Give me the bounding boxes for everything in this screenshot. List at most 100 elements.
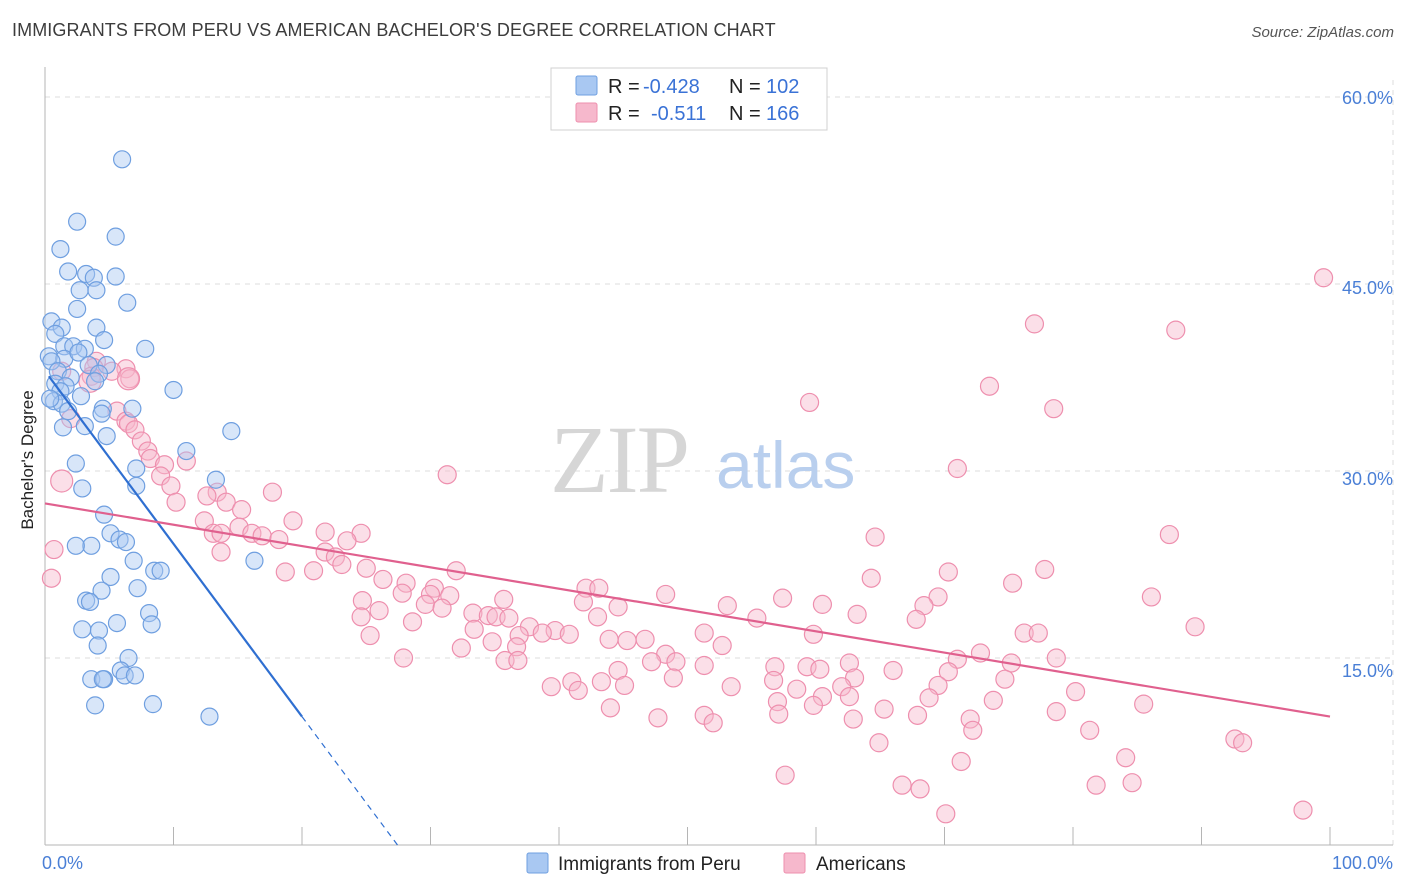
- americans-point: [508, 650, 528, 671]
- americans-point: [892, 775, 912, 795]
- peru-point: [68, 212, 87, 231]
- americans-point: [352, 591, 372, 611]
- americans-point: [211, 542, 231, 562]
- americans-point: [161, 476, 181, 496]
- americans-point: [482, 632, 502, 652]
- americans-point: [721, 677, 741, 697]
- americans-point: [869, 733, 889, 753]
- americans-point: [617, 630, 637, 651]
- series-label-peru: Immigrants from Peru: [558, 854, 741, 875]
- peru-point: [112, 150, 132, 169]
- americans-point: [573, 592, 594, 612]
- watermark-atlas: atlas: [716, 428, 855, 502]
- americans-point: [315, 522, 335, 542]
- americans-point: [591, 672, 612, 692]
- series-label-americans: Americans: [816, 854, 906, 875]
- peru-point: [71, 387, 91, 406]
- americans-point: [599, 629, 619, 649]
- legend-n-value: 102: [766, 76, 799, 98]
- peru-point: [97, 426, 116, 446]
- americans-point: [351, 607, 371, 627]
- peru-point: [93, 670, 112, 689]
- watermark: ZIP atlas: [550, 406, 855, 513]
- watermark-zip: ZIP: [550, 406, 688, 513]
- americans-point: [803, 695, 824, 715]
- americans-point: [787, 679, 807, 699]
- peru-point: [115, 666, 134, 685]
- y-tick-label: 45.0%: [1342, 278, 1393, 298]
- series-legend: Immigrants from Peru Americans: [526, 852, 906, 875]
- americans-point: [843, 709, 863, 729]
- americans-point: [1014, 623, 1034, 643]
- peru-point: [73, 620, 92, 639]
- americans-point: [614, 675, 635, 696]
- legend-r-label: R =: [608, 103, 640, 125]
- americans-point: [995, 669, 1015, 689]
- americans-point: [1046, 648, 1066, 668]
- americans-point: [775, 765, 795, 785]
- legend-n-label: N =: [729, 76, 761, 98]
- americans-point: [1028, 623, 1048, 643]
- americans-point: [635, 629, 655, 649]
- peru-point: [123, 399, 142, 418]
- americans-point: [1024, 314, 1045, 334]
- peru-point: [222, 422, 241, 441]
- americans-point: [799, 392, 820, 413]
- americans-point: [810, 659, 830, 679]
- americans-point: [541, 677, 561, 697]
- americans-point: [197, 486, 217, 506]
- americans-point: [765, 657, 785, 677]
- americans-point: [600, 698, 621, 718]
- peru-point: [68, 299, 87, 319]
- americans-point: [464, 619, 484, 639]
- americans-point: [568, 680, 588, 701]
- peru-point: [82, 536, 101, 555]
- peru-point: [118, 293, 137, 312]
- americans-point: [928, 587, 948, 607]
- peru-point: [95, 331, 114, 350]
- americans-point: [532, 623, 552, 643]
- americans-point: [275, 562, 295, 582]
- americans-point: [337, 531, 357, 551]
- peru-point: [66, 454, 85, 473]
- peru-point: [70, 281, 89, 300]
- peru-point: [86, 696, 105, 715]
- y-tick-labels: 15.0% 30.0% 45.0% 60.0%: [1342, 88, 1393, 681]
- americans-point: [1044, 399, 1064, 419]
- peru-point: [139, 604, 159, 623]
- legend-swatch-americans: [575, 102, 598, 123]
- x-tick-label-max: 100.0%: [1332, 853, 1393, 873]
- americans-point: [812, 594, 833, 614]
- peru-point: [143, 695, 163, 714]
- peru-point: [59, 262, 78, 281]
- americans-point: [151, 466, 171, 486]
- americans-point: [1233, 733, 1253, 753]
- americans-point: [437, 465, 457, 485]
- americans-point: [648, 708, 668, 728]
- correlation-legend: R = -0.428 N = 102 R = -0.511 N = 166: [550, 67, 828, 131]
- americans-point: [1116, 748, 1136, 768]
- americans-point: [369, 601, 389, 621]
- americans-point: [656, 584, 676, 605]
- americans-trend-line: [44, 502, 1331, 718]
- americans-point: [832, 677, 852, 697]
- americans-point: [216, 492, 236, 512]
- americans-point: [1293, 800, 1313, 820]
- americans-point: [763, 670, 784, 691]
- americans-point: [919, 688, 939, 708]
- series-swatch-americans: [783, 852, 806, 874]
- americans-point: [666, 652, 686, 672]
- americans-point: [1185, 617, 1205, 637]
- americans-point: [1166, 320, 1186, 340]
- peru-point: [245, 551, 264, 570]
- peru-point: [206, 470, 226, 489]
- peru-point: [106, 267, 125, 286]
- x-tick-label-min: 0.0%: [42, 853, 83, 873]
- americans-point: [131, 431, 151, 451]
- legend-swatch-peru: [575, 75, 598, 96]
- legend-n-value: 166: [766, 103, 799, 125]
- americans-point: [176, 451, 196, 471]
- americans-point: [232, 500, 252, 520]
- peru-point: [61, 368, 80, 387]
- peru-point: [51, 239, 70, 259]
